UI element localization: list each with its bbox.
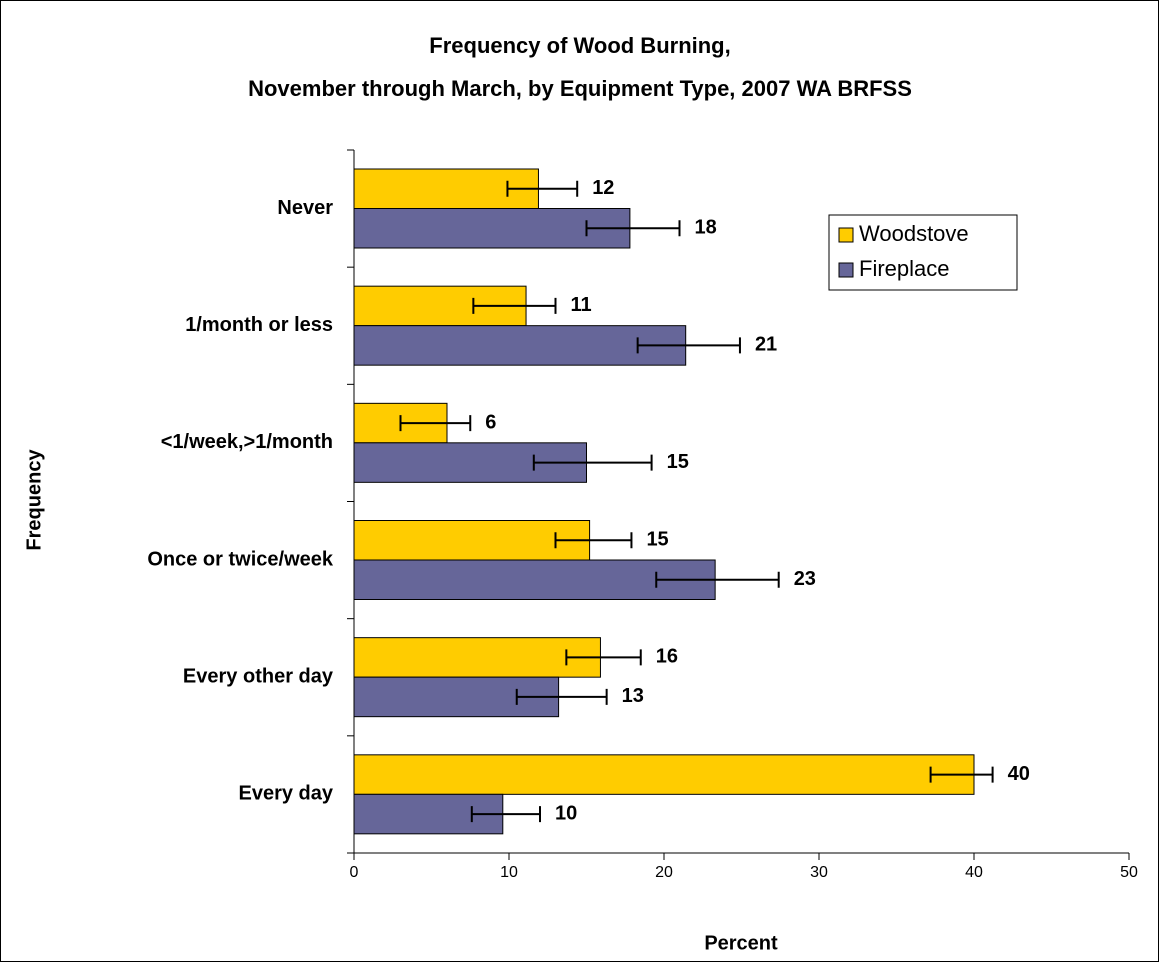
x-axis-label: Percent <box>704 932 778 954</box>
error-bar <box>929 766 994 783</box>
y-tick-label: Every other day <box>183 666 334 688</box>
error-bar <box>554 532 633 549</box>
y-tick-label: 1/month or less <box>185 314 333 336</box>
chart-title: November through March, by Equipment Typ… <box>248 76 912 101</box>
y-tick-label: Every day <box>238 783 333 805</box>
x-tick-label: 10 <box>500 864 518 881</box>
data-label: 13 <box>622 685 644 707</box>
y-tick-label: Once or twice/week <box>147 548 334 570</box>
error-bar <box>472 297 557 314</box>
data-label: 6 <box>485 411 496 433</box>
x-tick-label: 30 <box>810 864 828 881</box>
bar <box>353 637 601 678</box>
error-bar <box>585 220 681 237</box>
error-bar <box>399 415 472 432</box>
y-tick-label: Never <box>277 197 333 219</box>
bar <box>353 208 631 249</box>
legend-label: Woodstove <box>859 221 969 246</box>
x-tick-label: 20 <box>655 864 673 881</box>
error-bar <box>565 649 642 666</box>
legend-swatch <box>838 262 854 278</box>
error-bar <box>532 454 653 471</box>
x-tick-label: 0 <box>350 864 359 881</box>
data-label: 18 <box>695 217 717 239</box>
error-bar <box>655 571 780 588</box>
x-tick-label: 40 <box>965 864 983 881</box>
y-tick-label: <1/week,>1/month <box>161 431 333 453</box>
data-label: 15 <box>667 451 689 473</box>
data-label: 40 <box>1008 763 1030 785</box>
data-label: 10 <box>555 802 577 824</box>
data-label: 11 <box>571 294 592 316</box>
y-axis-label: Frequency <box>23 449 45 551</box>
bar <box>353 520 591 561</box>
chart-title: Frequency of Wood Burning, <box>429 33 730 58</box>
error-bar <box>470 806 541 823</box>
bar <box>353 325 687 366</box>
x-tick-label: 50 <box>1120 864 1138 881</box>
error-bar <box>515 688 608 705</box>
legend-box <box>828 214 1018 291</box>
data-label: 15 <box>646 529 668 551</box>
data-label: 12 <box>592 177 614 199</box>
error-bar <box>636 337 741 354</box>
legend-label: Fireplace <box>859 256 949 281</box>
legend-swatch <box>838 227 854 243</box>
error-bar <box>506 180 579 197</box>
data-label: 23 <box>794 568 816 590</box>
bar <box>353 559 716 600</box>
data-label: 21 <box>755 334 777 356</box>
bar <box>353 754 975 795</box>
data-label: 16 <box>656 646 678 668</box>
